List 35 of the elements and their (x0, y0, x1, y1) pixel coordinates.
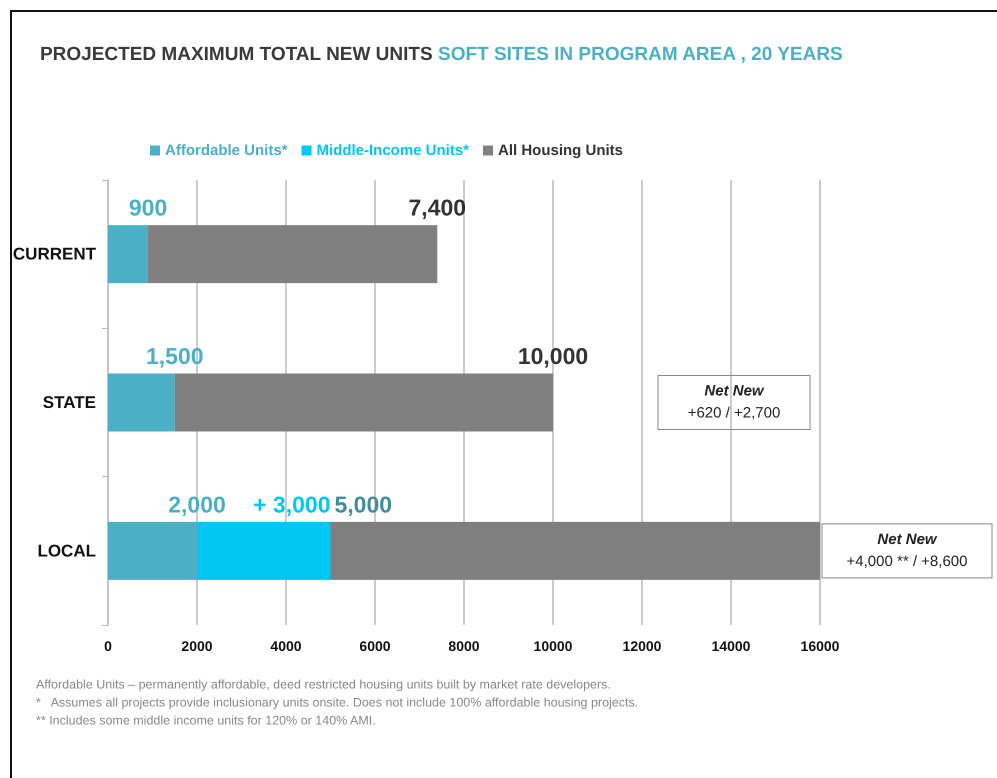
text: Affordable Units – permanently affordable, deed restricted housing units built by market rate developers. (36, 678, 611, 692)
x-tick-label: 14000 (712, 638, 751, 654)
annotation: Net New +620 / +2,700 (688, 382, 780, 422)
text: * Assumes all projects provide inclusionary units onsite. Does not include 100% affordable housing projects. (36, 696, 638, 710)
bar (108, 522, 197, 580)
data-label: + 3,000 (253, 491, 330, 518)
x-tick-label: 16000 (800, 638, 840, 654)
total-label: 7,400 (408, 194, 466, 221)
legend-label: Affordable Units* (165, 142, 288, 159)
legend-label: Middle-Income Units* (316, 142, 470, 159)
x-tick-label: 10000 (534, 638, 573, 654)
text: ** Includes some middle income units for 120% or 140% AMI. (36, 714, 376, 728)
x-tick-label: 6000 (359, 638, 391, 654)
annotation: 5,000 (334, 491, 392, 518)
data-label: 1,500 (146, 343, 204, 369)
x-tick-label: 8000 (448, 638, 480, 654)
x-tick-label: 12000 (622, 638, 662, 654)
chart-title: PROJECTED MAXIMUM TOTAL NEW UNITS (40, 44, 433, 65)
data-label: 900 (128, 194, 168, 221)
x-tick-label: 4000 (270, 638, 302, 654)
y-tick-label: CURRENT (12, 244, 97, 264)
y-tick-label: STATE (42, 393, 96, 412)
bar (174, 374, 553, 432)
bar (108, 374, 175, 432)
chart-subtitle: SOFT SITES IN PROGRAM AREA , 20 YEARS (438, 44, 843, 65)
y-tick-label: LOCAL (37, 541, 96, 560)
bar (148, 225, 438, 284)
text: Net New +4,000 ** / +8,600 (846, 530, 968, 570)
legend-label: All Housing Units (498, 142, 624, 159)
bar (108, 225, 148, 284)
x-tick-label: 2000 (181, 638, 213, 654)
x-tick-label: 0 (104, 638, 112, 654)
bar (197, 522, 330, 580)
data-label: 2,000 (168, 491, 226, 518)
total-label: 10,000 (518, 343, 588, 369)
